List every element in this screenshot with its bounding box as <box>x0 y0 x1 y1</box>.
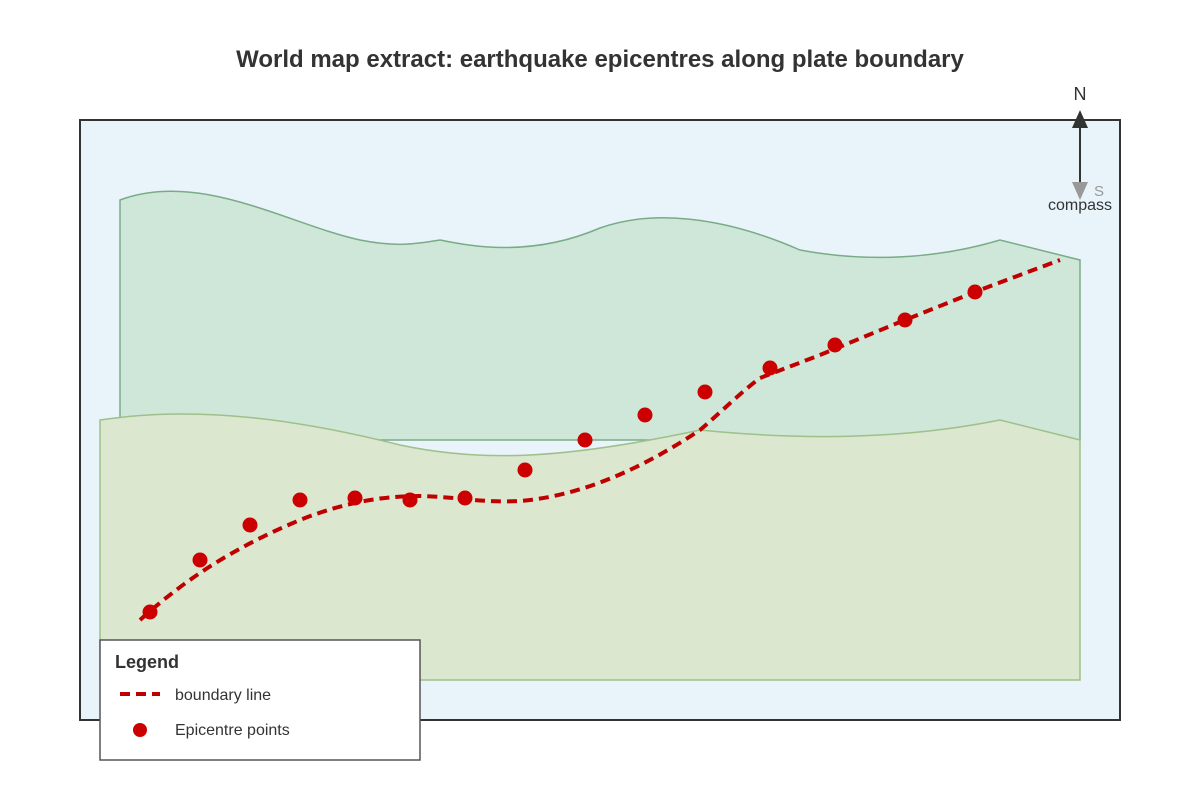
epicentre-point <box>967 284 983 300</box>
epicentre-point <box>517 462 533 478</box>
legend-item-boundary-line: boundary line <box>175 687 271 704</box>
boundary-line <box>138 258 1061 622</box>
epicentre-point <box>577 432 593 448</box>
compass-south-arrow-icon <box>1072 182 1088 200</box>
plate-south <box>99 413 1081 681</box>
compass-south-label: S <box>1094 183 1104 200</box>
epicentre-point <box>242 517 258 533</box>
epicentre-point <box>762 360 778 376</box>
epicentre-point <box>192 552 208 568</box>
legend-circle-icon <box>133 723 147 737</box>
epicentre-points <box>142 284 983 620</box>
legend-box <box>99 639 421 761</box>
epicentre-point <box>827 337 843 353</box>
legend-title: Legend <box>115 652 179 672</box>
epicentre-point <box>347 490 363 506</box>
legend-item-epicentre-points: Epicentre points <box>175 722 290 739</box>
epicentre-point <box>142 604 158 620</box>
compass-north-arrow-icon <box>1072 110 1088 128</box>
compass-caption: compass <box>1048 197 1112 214</box>
epicentre-point <box>897 312 913 328</box>
map-title: World map extract: earthquake epicentres… <box>236 46 964 73</box>
plate-north <box>119 190 1081 441</box>
epicentre-point <box>637 407 653 423</box>
legend: Legend boundary line Epicentre points <box>99 639 421 761</box>
compass-north-label: N <box>1074 84 1087 104</box>
epicentre-point <box>697 384 713 400</box>
epicentre-point <box>292 492 308 508</box>
epicentre-point <box>457 490 473 506</box>
epicentre-point <box>402 492 418 508</box>
compass: N S compass <box>1048 84 1112 214</box>
